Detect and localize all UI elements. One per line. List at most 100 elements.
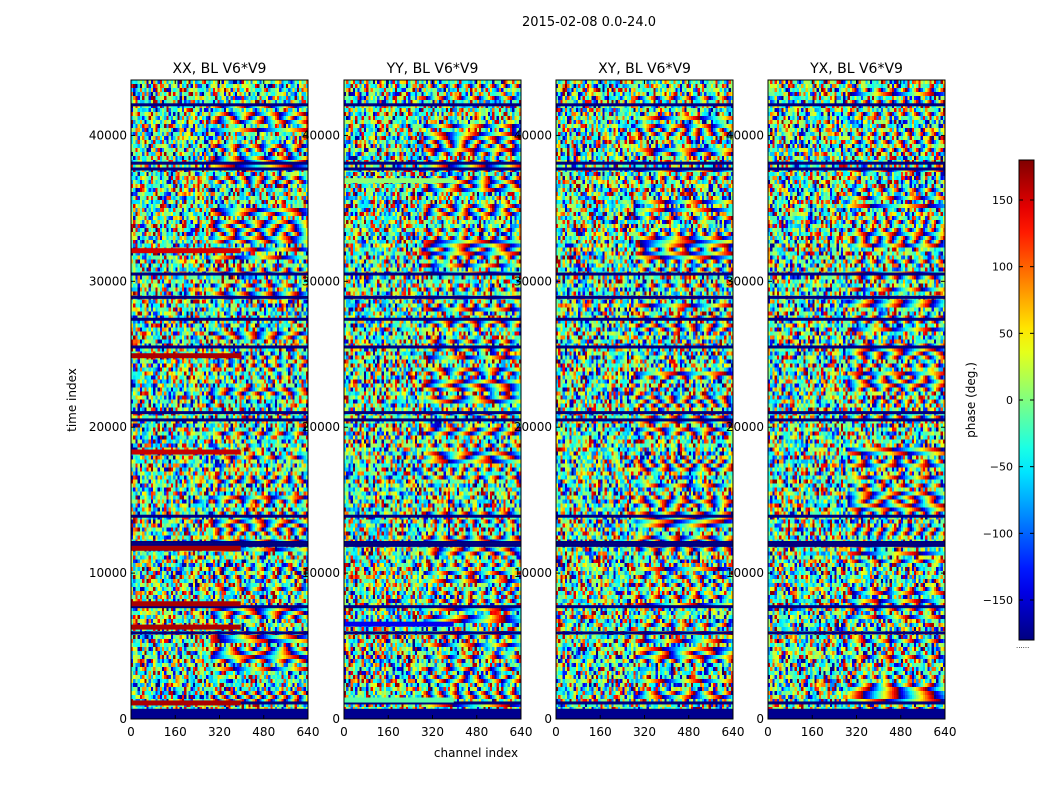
flagged-row bbox=[344, 701, 521, 705]
flagged-row bbox=[344, 411, 521, 415]
panel-title: XY, BL V6*V9 bbox=[598, 61, 691, 77]
flagged-row bbox=[344, 272, 521, 276]
y-tick-label: 40000 bbox=[514, 128, 552, 142]
flagged-row bbox=[556, 317, 733, 321]
colorbar-tick-label: −50 bbox=[990, 461, 1013, 474]
y-tick-label: 10000 bbox=[726, 566, 764, 580]
colorbar-tick-label: 150 bbox=[992, 194, 1013, 207]
flagged-row bbox=[768, 317, 945, 321]
flagged-row bbox=[131, 345, 308, 349]
flagged-row bbox=[131, 514, 308, 518]
flagged-row bbox=[768, 295, 945, 299]
flagged-row bbox=[344, 317, 521, 321]
colorbar-tick-label: −100 bbox=[983, 527, 1013, 540]
colorbar-tick-label: 0 bbox=[1006, 394, 1013, 407]
flagged-row bbox=[768, 540, 945, 544]
flagged-row bbox=[556, 514, 733, 518]
flagged-row bbox=[556, 103, 733, 107]
x-tick-label: 160 bbox=[589, 725, 612, 739]
x-tick-label: 640 bbox=[934, 725, 957, 739]
colorbar-footer: ...... bbox=[1016, 642, 1029, 650]
x-tick-label: 160 bbox=[801, 725, 824, 739]
y-tick-label: 0 bbox=[756, 712, 764, 726]
panel-title: XX, BL V6*V9 bbox=[173, 61, 267, 77]
flagged-row bbox=[344, 103, 521, 107]
x-tick-label: 480 bbox=[252, 725, 275, 739]
y-tick-label: 40000 bbox=[726, 128, 764, 142]
flagged-row bbox=[768, 272, 945, 276]
flagged-row bbox=[131, 418, 308, 422]
x-tick-label: 320 bbox=[421, 725, 444, 739]
flagged-row bbox=[768, 605, 945, 609]
flagged-row bbox=[131, 540, 308, 544]
flagged-row bbox=[556, 605, 733, 609]
flagged-row bbox=[344, 418, 521, 422]
y-axis-label: time index bbox=[65, 368, 79, 432]
flagged-row bbox=[131, 295, 308, 299]
y-tick-label: 10000 bbox=[302, 566, 340, 580]
flagged-row bbox=[556, 701, 733, 705]
flagged-row bbox=[768, 161, 945, 165]
flagged-row bbox=[131, 411, 308, 415]
phase-heatmap bbox=[344, 80, 521, 719]
flagged-row bbox=[131, 161, 308, 165]
figure-title: 2015-02-08 0.0-24.0 bbox=[522, 15, 656, 30]
flagged-row bbox=[344, 161, 521, 165]
colorbar-tick-label: 100 bbox=[992, 261, 1013, 274]
colorbar-tick-label: 50 bbox=[999, 327, 1013, 340]
x-tick-label: 0 bbox=[340, 725, 348, 739]
y-tick-label: 0 bbox=[332, 712, 340, 726]
flagged-row bbox=[131, 605, 308, 609]
y-tick-label: 20000 bbox=[302, 420, 340, 434]
x-tick-label: 0 bbox=[552, 725, 560, 739]
flagged-row bbox=[556, 161, 733, 165]
x-axis-label: channel index bbox=[434, 746, 518, 760]
flagged-row bbox=[131, 543, 308, 547]
panel-title: YX, BL V6*V9 bbox=[809, 61, 903, 77]
phase-band bbox=[344, 621, 454, 627]
colorbar-tick-label: −150 bbox=[983, 594, 1013, 607]
phase-heatmap bbox=[556, 80, 733, 719]
flagged-row bbox=[344, 167, 521, 171]
phase-band bbox=[131, 353, 241, 359]
flagged-row bbox=[556, 543, 733, 547]
flagged-row bbox=[768, 103, 945, 107]
y-tick-label: 20000 bbox=[89, 420, 127, 434]
x-tick-label: 320 bbox=[845, 725, 868, 739]
flagged-row bbox=[768, 418, 945, 422]
x-tick-label: 160 bbox=[377, 725, 400, 739]
phase-heatmap bbox=[768, 80, 945, 719]
x-tick-label: 0 bbox=[764, 725, 772, 739]
x-tick-label: 160 bbox=[164, 725, 187, 739]
flagged-row bbox=[768, 411, 945, 415]
empty-time-band bbox=[344, 708, 521, 719]
panel-title: YY, BL V6*V9 bbox=[386, 61, 479, 77]
y-tick-label: 40000 bbox=[302, 128, 340, 142]
x-tick-label: 320 bbox=[633, 725, 656, 739]
empty-time-band bbox=[768, 708, 945, 719]
phase-band bbox=[131, 248, 241, 254]
flagged-row bbox=[768, 631, 945, 635]
flagged-row bbox=[768, 167, 945, 171]
y-tick-label: 10000 bbox=[89, 566, 127, 580]
flagged-row bbox=[131, 317, 308, 321]
panels-group: XX, BL V6*V9 0 160 320 480 640 0 10000 20000 3000… bbox=[89, 61, 957, 739]
flagged-row bbox=[556, 411, 733, 415]
flagged-row bbox=[344, 605, 521, 609]
phase-band bbox=[131, 449, 241, 455]
flagged-row bbox=[768, 543, 945, 547]
flagged-row bbox=[344, 514, 521, 518]
y-tick-label: 30000 bbox=[514, 274, 552, 288]
x-tick-label: 640 bbox=[510, 725, 533, 739]
flagged-row bbox=[344, 295, 521, 299]
phase-band bbox=[131, 624, 241, 630]
panel-yy: YY, BL V6*V9 0 160 320 480 640 0 10000 20000 3000… bbox=[302, 61, 533, 739]
colorbar-label: phase (deg.) bbox=[964, 362, 978, 438]
y-tick-label: 20000 bbox=[514, 420, 552, 434]
flagged-row bbox=[768, 701, 945, 705]
flagged-row bbox=[556, 167, 733, 171]
phase-band bbox=[131, 601, 241, 607]
phase-band bbox=[344, 697, 454, 703]
y-tick-label: 10000 bbox=[514, 566, 552, 580]
phase-heatmap bbox=[131, 80, 308, 719]
